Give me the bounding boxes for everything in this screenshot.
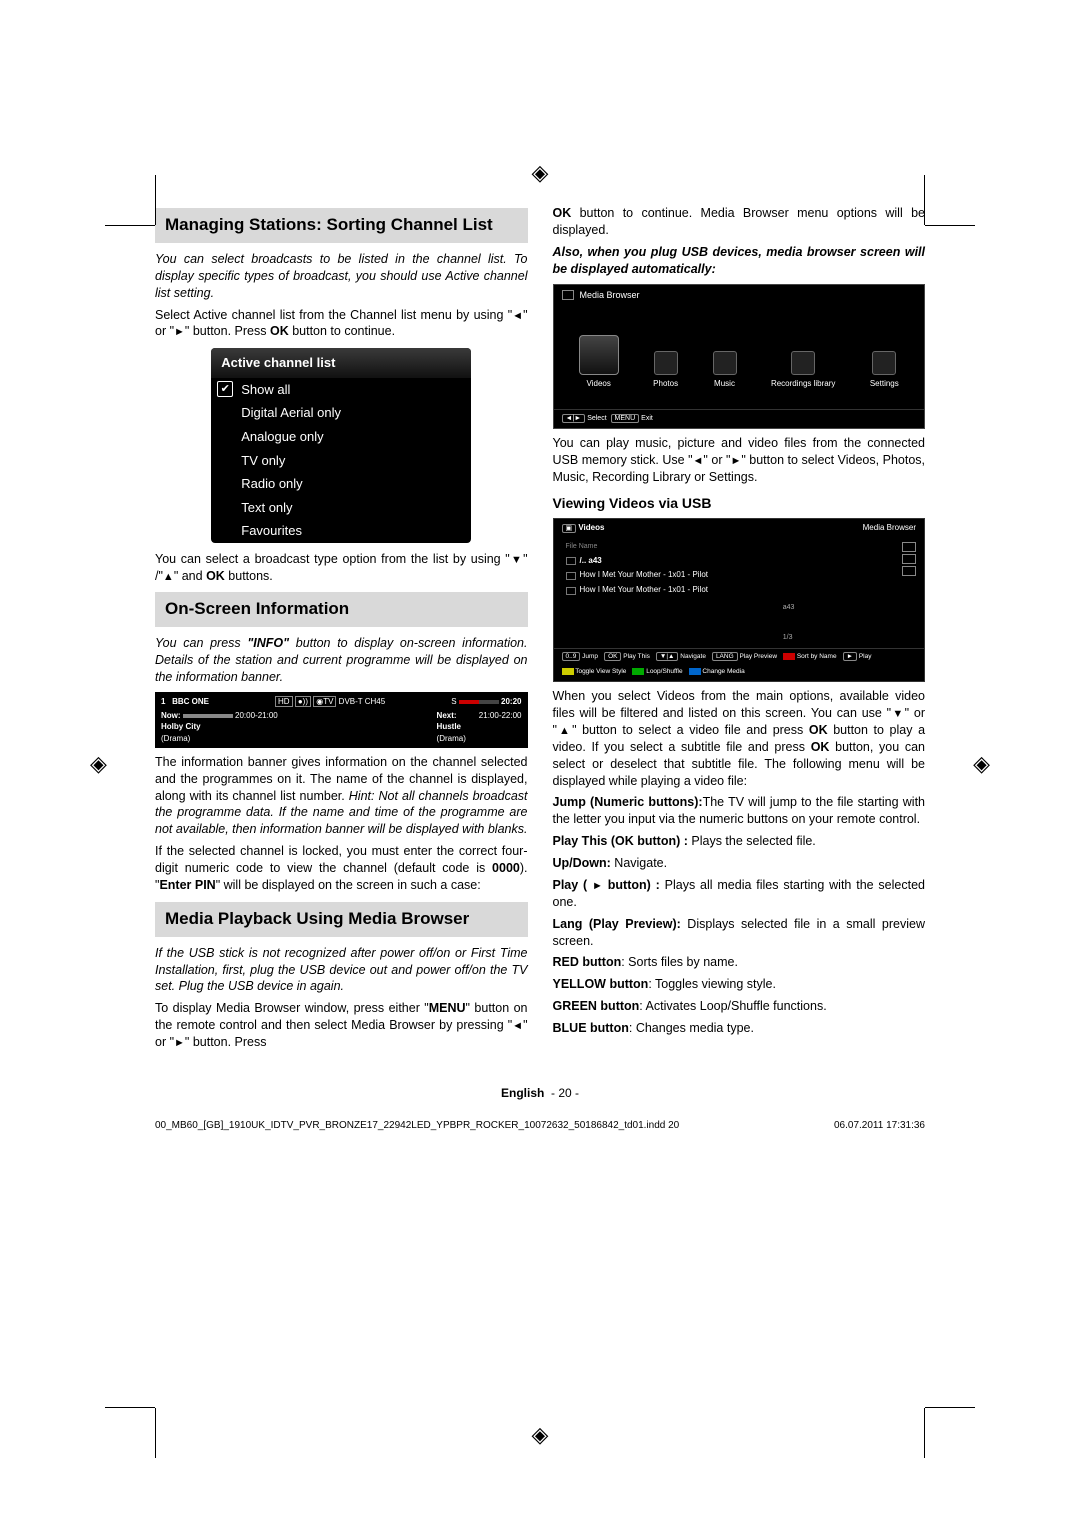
- viewing-videos-heading: Viewing Videos via USB: [553, 494, 926, 513]
- media-browser: Media Browser Videos Photos Music Record…: [553, 284, 926, 429]
- mb-cat-music[interactable]: Music: [713, 351, 737, 390]
- page-footer: English - 20 -: [155, 1086, 925, 1100]
- acl-title: Active channel list: [211, 348, 471, 378]
- intro-text: You can select broadcasts to be listed i…: [155, 251, 528, 302]
- play-desc: Play ( ► button) : Plays all media files…: [553, 877, 926, 911]
- blue-desc: BLUE button: Changes media type.: [553, 1020, 926, 1037]
- print-meta: 00_MB60_[GB]_1910UK_IDTV_PVR_BRONZE17_22…: [155, 1120, 925, 1131]
- acl-item[interactable]: Favourites: [211, 519, 471, 543]
- section-managing-stations: Managing Stations: Sorting Channel List: [155, 208, 528, 243]
- acl-item[interactable]: TV only: [211, 449, 471, 473]
- section-media-playback: Media Playback Using Media Browser: [155, 902, 528, 937]
- videos-browser: ▣ Videos Media Browser File Name /.. a43…: [553, 518, 926, 682]
- section-onscreen-info: On-Screen Information: [155, 592, 528, 627]
- acl-item[interactable]: Show all: [211, 378, 471, 402]
- red-desc: RED button: Sorts files by name.: [553, 954, 926, 971]
- jump-desc: Jump (Numeric buttons):The TV will jump …: [553, 794, 926, 828]
- active-channel-list: Active channel list Show all Digital Aer…: [211, 348, 471, 542]
- down-arrow-icon: ▼: [891, 708, 905, 720]
- play-from-usb-text: You can play music, picture and video fi…: [553, 435, 926, 486]
- acl-item[interactable]: Text only: [211, 496, 471, 520]
- folder-up-icon: [566, 557, 576, 565]
- videos-desc: When you select Videos from the main opt…: [553, 688, 926, 789]
- green-desc: GREEN button: Activates Loop/Shuffle fun…: [553, 998, 926, 1015]
- acl-item[interactable]: Radio only: [211, 472, 471, 496]
- file-row[interactable]: How I Met Your Mother - 1x01 - Pilot: [562, 583, 775, 598]
- mb-title: Media Browser: [580, 289, 640, 301]
- reg-mark-left: ◈: [90, 751, 107, 777]
- reg-mark-right: ◈: [973, 751, 990, 777]
- broadcast-select-text: You can select a broadcast type option f…: [155, 551, 528, 585]
- info-banner: 1 BBC ONE HD ●)) ◉TV DVB-T CH45 S 20:20 …: [155, 692, 528, 748]
- locked-channel-text: If the selected channel is locked, you m…: [155, 843, 528, 894]
- up-arrow-icon: ▲: [163, 571, 174, 583]
- usb-not-recognized-text: If the USB stick is not recognized after…: [155, 945, 528, 996]
- play-this-desc: Play This (OK button) : Plays the select…: [553, 833, 926, 850]
- lang-desc: Lang (Play Preview): Displays selected f…: [553, 916, 926, 950]
- file-row[interactable]: How I Met Your Mother - 1x01 - Pilot: [562, 568, 775, 583]
- play-icon: ►: [592, 880, 603, 892]
- acl-item[interactable]: Analogue only: [211, 425, 471, 449]
- yellow-desc: YELLOW button: Toggles viewing style.: [553, 976, 926, 993]
- left-arrow-icon: ◄: [512, 310, 523, 322]
- select-acl-text: Select Active channel list from the Chan…: [155, 307, 528, 341]
- ok-continue-text: OK button to continue. Media Browser men…: [553, 205, 926, 239]
- right-arrow-icon: ►: [174, 1037, 185, 1049]
- down-arrow-icon: ▼: [510, 554, 523, 566]
- updown-desc: Up/Down: Navigate.: [553, 855, 926, 872]
- acl-item[interactable]: Digital Aerial only: [211, 401, 471, 425]
- file-icon: [566, 587, 576, 595]
- up-arrow-icon: ▲: [557, 725, 572, 737]
- file-row[interactable]: /.. a43: [562, 554, 775, 569]
- mb-cat-recordings[interactable]: Recordings library: [771, 351, 835, 390]
- right-arrow-icon: ►: [730, 455, 741, 467]
- mb-cat-settings[interactable]: Settings: [870, 351, 899, 390]
- left-arrow-icon: ◄: [693, 455, 704, 467]
- reg-mark-bottom: ◈: [532, 1422, 549, 1448]
- display-media-browser-text: To display Media Browser window, press e…: [155, 1000, 528, 1051]
- info-button-text: You can press "INFO" button to display o…: [155, 635, 528, 686]
- file-icon: [566, 572, 576, 580]
- left-arrow-icon: ◄: [512, 1020, 523, 1032]
- mb-cat-videos[interactable]: Videos: [579, 335, 619, 390]
- info-banner-desc: The information banner gives information…: [155, 754, 528, 838]
- mb-cat-photos[interactable]: Photos: [653, 351, 678, 390]
- usb-auto-text: Also, when you plug USB devices, media b…: [553, 244, 926, 278]
- view-icons: [783, 540, 916, 578]
- right-arrow-icon: ►: [174, 326, 185, 338]
- folder-icon: [562, 290, 574, 300]
- reg-mark-top: ◈: [532, 160, 549, 186]
